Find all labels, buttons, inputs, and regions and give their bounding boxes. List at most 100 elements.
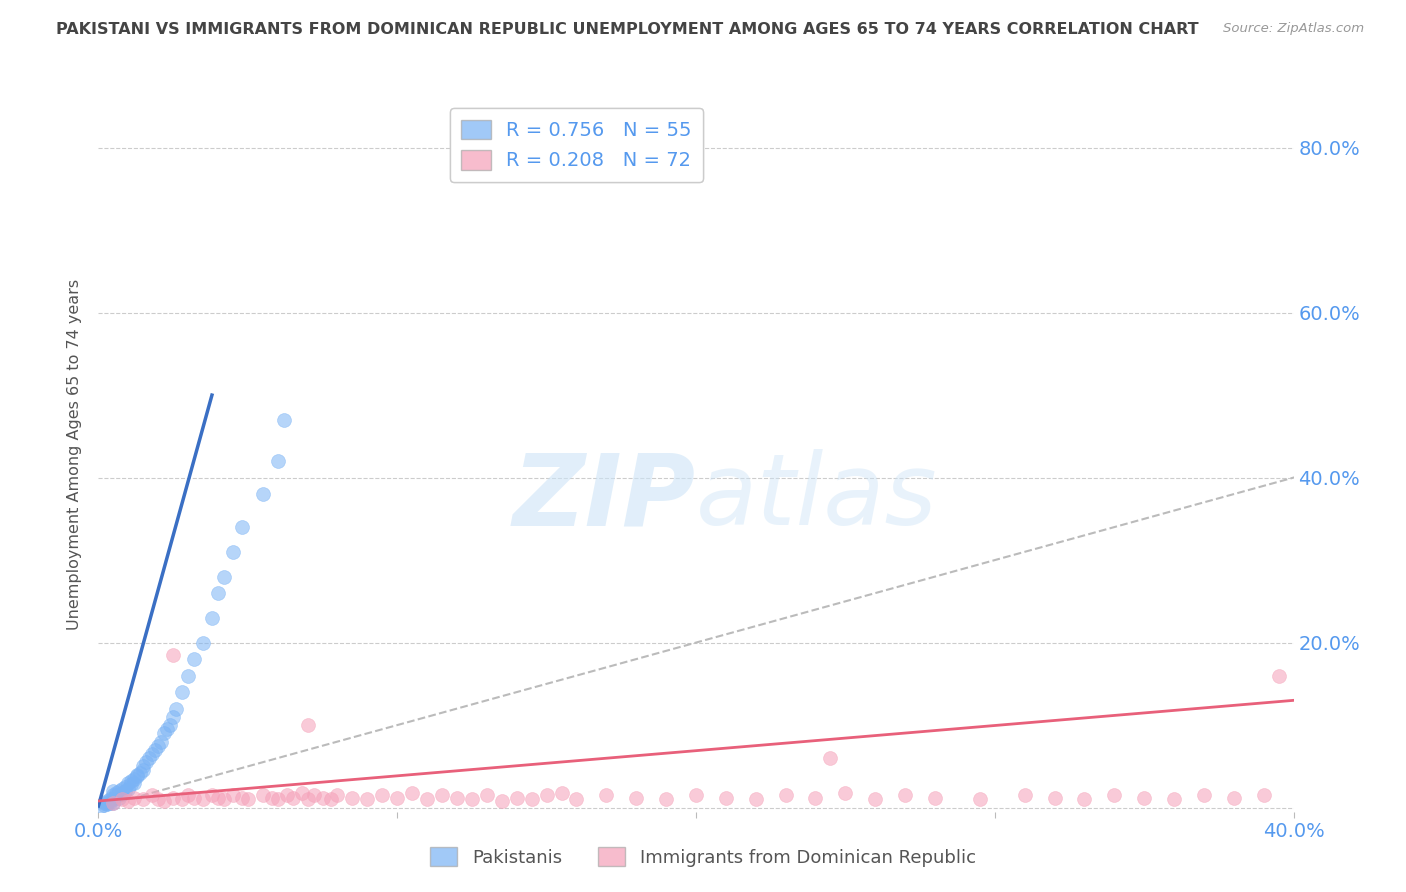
Point	[96, 796, 118, 810]
Point	[103, 784, 125, 798]
Point	[117, 782, 139, 797]
Point	[207, 586, 229, 600]
Legend: Pakistanis, Immigrants from Dominican Republic: Pakistanis, Immigrants from Dominican Re…	[423, 840, 983, 874]
Text: ZIP: ZIP	[513, 450, 696, 546]
Point	[191, 635, 214, 649]
Point	[100, 792, 122, 806]
Text: PAKISTANI VS IMMIGRANTS FROM DOMINICAN REPUBLIC UNEMPLOYMENT AMONG AGES 65 TO 74: PAKISTANI VS IMMIGRANTS FROM DOMINICAN R…	[56, 22, 1199, 37]
Point	[626, 790, 648, 805]
Point	[461, 792, 484, 806]
Point	[177, 789, 200, 803]
Point	[267, 454, 290, 468]
Point	[311, 790, 333, 805]
Point	[714, 790, 737, 805]
Point	[685, 789, 707, 803]
Point	[153, 794, 176, 808]
Point	[416, 792, 439, 806]
Point	[865, 792, 887, 806]
Point	[100, 794, 122, 808]
Point	[1073, 792, 1095, 806]
Point	[834, 786, 856, 800]
Point	[804, 790, 827, 805]
Point	[172, 685, 194, 699]
Point	[90, 799, 112, 814]
Point	[117, 794, 139, 808]
Point	[100, 797, 122, 811]
Point	[1163, 792, 1185, 806]
Point	[536, 789, 558, 803]
Point	[820, 751, 842, 765]
Point	[148, 739, 170, 753]
Point	[129, 766, 152, 780]
Point	[207, 790, 229, 805]
Point	[430, 789, 453, 803]
Point	[1014, 789, 1036, 803]
Point	[236, 792, 259, 806]
Point	[969, 792, 991, 806]
Point	[520, 792, 543, 806]
Point	[96, 797, 118, 812]
Point	[127, 767, 149, 781]
Point	[260, 790, 283, 805]
Point	[924, 790, 946, 805]
Point	[201, 789, 224, 803]
Point	[252, 487, 274, 501]
Point	[183, 652, 205, 666]
Point	[491, 794, 513, 808]
Point	[231, 790, 253, 805]
Point	[356, 792, 378, 806]
Point	[291, 786, 314, 800]
Point	[93, 797, 115, 811]
Point	[103, 797, 125, 811]
Point	[120, 774, 142, 789]
Point	[143, 743, 166, 757]
Point	[103, 792, 125, 806]
Point	[326, 789, 349, 803]
Point	[273, 413, 295, 427]
Point	[342, 790, 364, 805]
Point	[371, 789, 394, 803]
Point	[1192, 789, 1215, 803]
Point	[111, 786, 134, 800]
Point	[595, 789, 617, 803]
Point	[141, 747, 163, 761]
Point	[745, 792, 768, 806]
Point	[201, 611, 224, 625]
Point	[222, 545, 245, 559]
Point	[446, 790, 468, 805]
Point	[183, 790, 205, 805]
Point	[172, 792, 194, 806]
Point	[281, 790, 304, 805]
Point	[1267, 668, 1289, 682]
Point	[156, 723, 179, 737]
Point	[124, 790, 146, 805]
Point	[117, 776, 139, 790]
Point	[153, 726, 176, 740]
Point	[124, 772, 146, 786]
Point	[302, 789, 325, 803]
Point	[138, 751, 160, 765]
Point	[124, 776, 146, 790]
Point	[132, 764, 155, 778]
Point	[252, 789, 274, 803]
Point	[191, 792, 214, 806]
Point	[111, 782, 134, 797]
Point	[321, 792, 343, 806]
Point	[165, 701, 187, 715]
Point	[108, 790, 131, 805]
Point	[297, 718, 319, 732]
Point	[93, 798, 115, 813]
Point	[132, 759, 155, 773]
Point	[111, 792, 134, 806]
Point	[655, 792, 678, 806]
Point	[148, 792, 170, 806]
Point	[276, 789, 298, 803]
Point	[401, 786, 423, 800]
Point	[267, 792, 290, 806]
Point	[231, 520, 253, 534]
Y-axis label: Unemployment Among Ages 65 to 74 years: Unemployment Among Ages 65 to 74 years	[67, 279, 83, 631]
Point	[162, 710, 184, 724]
Point	[222, 789, 245, 803]
Point	[385, 790, 409, 805]
Point	[1133, 790, 1156, 805]
